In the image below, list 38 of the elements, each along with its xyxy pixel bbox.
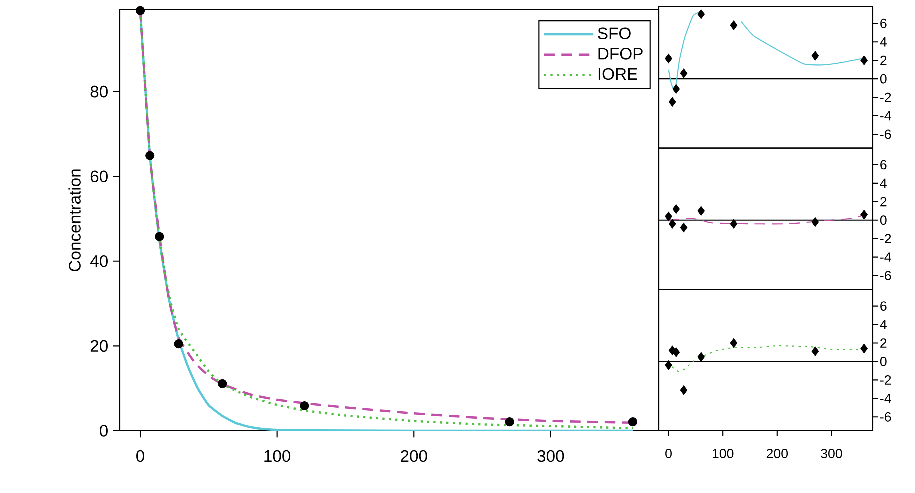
y-tick-label: -2	[880, 376, 892, 385]
y-tick-label: -4	[880, 252, 892, 262]
x-tick-label: 200	[766, 449, 788, 458]
y-tick-label: 4	[880, 178, 887, 188]
y-tick-label: -2	[880, 92, 892, 102]
y-tick-label: 0	[880, 74, 887, 84]
y-tick-label: 2	[880, 197, 887, 207]
y-tick-label: 2	[880, 56, 887, 66]
x-tick-label: 0	[666, 449, 672, 458]
legend-label: DFOP	[598, 48, 643, 60]
x-tick-label: 100	[712, 449, 734, 458]
x-tick-label: 300	[538, 450, 564, 462]
x-tick-label: 300	[821, 449, 842, 458]
y-tick-label: 80	[90, 86, 108, 98]
y-tick-label: 6	[880, 302, 887, 312]
y-tick-label: -6	[880, 130, 892, 140]
y-tick-label: 4	[880, 38, 887, 47]
x-tick-label: 0	[136, 450, 145, 462]
legend-label: IORE	[598, 68, 638, 80]
y-tick-label: 0	[100, 425, 108, 437]
x-tick-label: 200	[401, 450, 428, 462]
y-tick-label: 2	[880, 338, 887, 348]
y-axis-title: Concentration	[68, 170, 81, 272]
y-tick-label: -4	[880, 394, 892, 404]
legend-label: SFO	[598, 28, 631, 40]
y-tick-label: 6	[880, 160, 887, 170]
y-tick-label: 4	[880, 320, 887, 330]
y-tick-label: -6	[880, 271, 892, 281]
y-tick-label: 0	[880, 356, 887, 366]
y-tick-label: 60	[90, 170, 108, 183]
y-tick-label: 0	[880, 216, 887, 226]
y-tick-label: 20	[90, 340, 108, 352]
y-tick-label: -6	[880, 412, 892, 422]
y-tick-label: 6	[880, 18, 887, 28]
x-tick-label: 100	[264, 450, 291, 462]
y-tick-label: -4	[880, 111, 892, 121]
y-tick-label: -2	[880, 234, 892, 244]
y-tick-label: 40	[90, 256, 108, 268]
